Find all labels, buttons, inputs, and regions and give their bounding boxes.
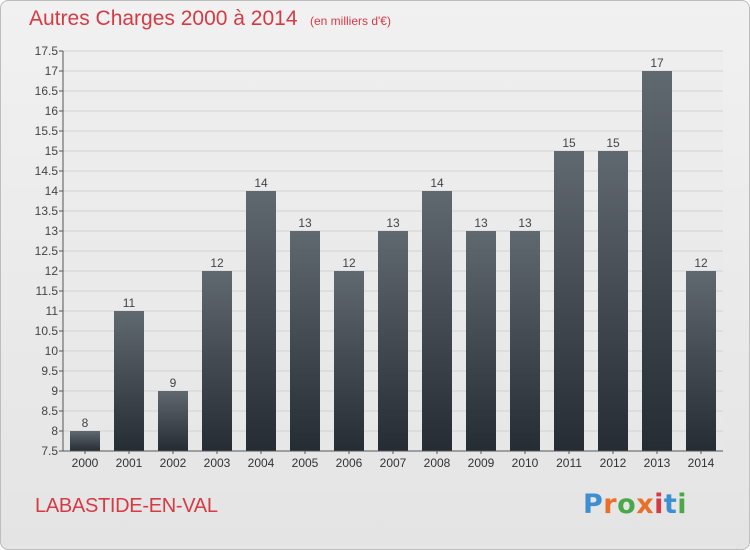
- bar: [642, 71, 672, 451]
- x-tick-label: 2006: [336, 456, 363, 470]
- y-tick-label: 9.5: [41, 364, 58, 378]
- y-tick-label: 12: [45, 264, 59, 278]
- bar: [554, 151, 584, 451]
- logo-letter: P: [583, 489, 604, 520]
- data-label: 11: [123, 296, 136, 310]
- x-tick-label: 2011: [556, 456, 582, 470]
- chart-subtitle: (en milliers d'€): [309, 14, 391, 28]
- logo-letter: r: [603, 489, 618, 520]
- bar: [510, 231, 540, 451]
- y-tick-label: 8: [51, 424, 58, 438]
- x-tick-label: 2001: [116, 456, 143, 470]
- y-tick-label: 15.5: [35, 124, 59, 138]
- bar: [70, 431, 100, 451]
- y-tick-label: 17: [45, 64, 59, 78]
- y-tick-label: 11.5: [36, 284, 59, 298]
- bar: [334, 271, 364, 451]
- y-tick-label: 10: [45, 344, 59, 358]
- bar: [158, 391, 188, 451]
- bar: [466, 231, 496, 451]
- y-tick-label: 17.5: [35, 44, 59, 58]
- bar: [686, 271, 716, 451]
- logo-letter: i: [677, 489, 688, 520]
- x-tick-label: 2002: [160, 456, 187, 470]
- y-tick-label: 14.5: [35, 164, 59, 178]
- x-tick-label: 2000: [72, 456, 99, 470]
- y-tick-label: 14: [45, 184, 59, 198]
- x-tick-label: 2003: [204, 456, 231, 470]
- logo-letter: o: [617, 489, 637, 520]
- x-tick-label: 2010: [512, 456, 539, 470]
- y-tick-label: 8.5: [41, 404, 58, 418]
- x-tick-label: 2008: [424, 456, 451, 470]
- proxiti-logo[interactable]: Proxiti: [583, 489, 687, 520]
- y-tick-label: 13: [45, 224, 59, 238]
- data-label: 12: [694, 256, 708, 270]
- y-tick-label: 10.5: [35, 324, 59, 338]
- bar-layer: [70, 71, 716, 451]
- chart-title-block: Autres Charges 2000 à 2014 (en milliers …: [29, 7, 391, 31]
- data-label: 12: [210, 256, 224, 270]
- data-label: 17: [650, 56, 664, 70]
- y-tick-label: 9: [51, 384, 58, 398]
- bar: [114, 311, 144, 451]
- x-tick-label: 2004: [248, 456, 275, 470]
- data-label: 14: [430, 176, 444, 190]
- axis-layer: 7.5 8 8.5 9 9.5 10 10.5 11 11.5 12 12.5 13 13.5 14 14.…: [35, 44, 723, 470]
- data-label-layer: 8 11 9 12 14 13 12 13 14 13 13 15 15 17 12: [82, 56, 708, 430]
- x-tick-label: 2005: [292, 456, 319, 470]
- data-label: 15: [606, 136, 620, 150]
- bar: [422, 191, 452, 451]
- data-label: 14: [254, 176, 268, 190]
- data-label: 13: [298, 216, 312, 230]
- data-label: 13: [518, 216, 532, 230]
- y-tick-label: 15: [45, 144, 59, 158]
- chart-title: Autres Charges 2000 à 2014: [29, 7, 298, 30]
- commune-name: LABASTIDE-EN-VAL: [35, 495, 218, 517]
- y-tick-label: 16.5: [35, 84, 59, 98]
- x-tick-label: 2013: [644, 456, 671, 470]
- y-tick-label: 7.5: [41, 444, 58, 458]
- data-label: 13: [386, 216, 400, 230]
- x-tick-label: 2007: [380, 456, 407, 470]
- x-tick-label: 2012: [600, 456, 627, 470]
- logo-letter: x: [636, 489, 655, 520]
- data-label: 8: [82, 416, 89, 430]
- bar: [290, 231, 320, 451]
- y-tick-label: 11: [46, 304, 59, 318]
- y-tick-label: 13.5: [35, 204, 59, 218]
- y-tick-label: 16: [45, 104, 59, 118]
- data-label: 15: [562, 136, 576, 150]
- bar: [202, 271, 232, 451]
- logo-letter: i: [654, 489, 664, 520]
- data-label: 9: [170, 376, 177, 390]
- logo-letter: t: [663, 489, 678, 520]
- data-label: 12: [342, 256, 356, 270]
- x-tick-label: 2009: [468, 456, 495, 470]
- bar: [246, 191, 276, 451]
- data-label: 13: [474, 216, 488, 230]
- bar: [378, 231, 408, 451]
- y-tick-label: 12.5: [35, 244, 59, 258]
- x-tick-label: 2014: [688, 456, 715, 470]
- bar: [598, 151, 628, 451]
